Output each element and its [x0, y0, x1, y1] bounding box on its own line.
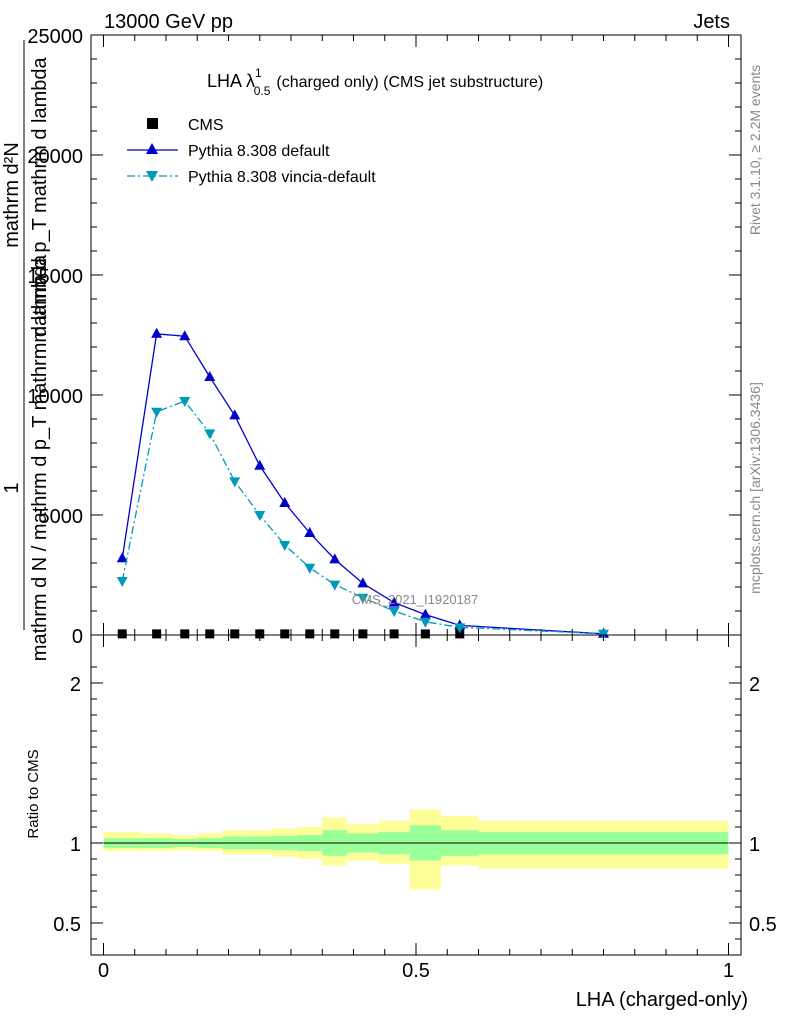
- header-process: Jets: [693, 11, 730, 33]
- data-point-cms: [358, 629, 368, 639]
- lower-axis-ticks: [91, 635, 741, 955]
- data-point-pythia-8-308-default: [279, 497, 291, 507]
- lower-y-tick-label: 2: [70, 674, 81, 696]
- upper-y-tick-label: 10000: [27, 386, 83, 408]
- header-energy: 13000 GeV pp: [104, 11, 233, 33]
- data-point-cms: [305, 629, 315, 639]
- side-note-rivet: Rivet 3.1.10, ≥ 2.2M events: [747, 65, 763, 235]
- legend-pythia-vincia-marker: [146, 171, 158, 182]
- lower-plot-frame: [90, 634, 742, 956]
- legend-pythia-default-marker: [146, 143, 158, 154]
- data-point-pythia-8-308-vincia-default: [454, 623, 466, 634]
- data-point-pythia-8-308-default: [304, 527, 316, 537]
- data-point-pythia-8-308-default: [254, 459, 266, 470]
- upper-y-tick-label: 15000: [27, 266, 83, 288]
- data-point-pythia-8-308-default: [179, 330, 191, 341]
- data-point-pythia-8-308-vincia-default: [254, 511, 266, 521]
- plot-title: LHA λ1 0.5 (charged only) (CMS jet substru…: [207, 66, 543, 98]
- lower-y-tick-label-right: 2: [749, 674, 760, 696]
- upper-y-label-frac-num: mathrm d²N: [1, 142, 23, 248]
- data-point-cms: [117, 629, 127, 639]
- upper-y-tick-label: 25000: [27, 26, 83, 48]
- data-point-cms: [330, 629, 340, 639]
- data-point-pythia-8-308-default: [204, 371, 216, 381]
- upper-y-tick-label: 5000: [39, 506, 84, 528]
- lower-y-tick-label: 1: [70, 834, 81, 856]
- data-point-cms: [280, 629, 290, 639]
- analysis-watermark: CMS_2021_I1920187: [352, 592, 479, 607]
- data-point-pythia-8-308-vincia-default: [279, 541, 291, 551]
- data-point-pythia-8-308-vincia-default: [419, 617, 431, 628]
- data-point-pythia-8-308-default: [116, 552, 128, 563]
- upper-y-axis-label: 1 mathrm d N / mathrm d p_T mathrm d lam…: [1, 56, 51, 661]
- plot-title-rest: (charged only) (CMS jet substructure): [276, 74, 543, 91]
- data-point-pythia-8-308-default: [357, 577, 369, 588]
- data-point-cms: [230, 629, 240, 639]
- lower-y-axis-label: Ratio to CMS: [25, 749, 42, 838]
- lower-x-tick-label: 0: [98, 960, 109, 982]
- legend-pythia-default-label: Pythia 8.308 default: [188, 143, 330, 160]
- plot-title-sup: 1: [255, 66, 262, 80]
- lower-y-tick-label: 0.5: [53, 914, 81, 936]
- data-point-pythia-8-308-vincia-default: [304, 563, 316, 574]
- data-point-pythia-8-308-default: [229, 409, 241, 420]
- upper-y-label-mid: mathrm d N / mathrm d p_T mathrm d lambd…: [29, 254, 51, 661]
- data-point-cms: [455, 629, 465, 639]
- data-point-cms: [152, 629, 162, 639]
- upper-y-label-top: 1: [1, 482, 23, 493]
- upper-y-tick-label: 0: [72, 626, 83, 648]
- data-point-pythia-8-308-vincia-default: [388, 607, 400, 617]
- data-point-cms: [255, 629, 265, 639]
- legend-pythia-vincia-label: Pythia 8.308 vincia-default: [188, 169, 376, 186]
- data-point-pythia-8-308-default: [151, 327, 163, 338]
- upper-y-tick-label: 20000: [27, 146, 83, 168]
- data-point-pythia-8-308-vincia-default: [179, 397, 191, 407]
- plot-title-main: LHA λ: [207, 71, 255, 91]
- legend-cms-marker: [147, 118, 158, 129]
- lower-x-tick-label: 0.5: [402, 960, 430, 982]
- legend-cms-label: CMS: [188, 117, 224, 134]
- data-point-cms: [205, 629, 215, 639]
- data-point-pythia-8-308-vincia-default: [357, 593, 369, 604]
- lower-x-tick-label: 1: [723, 960, 734, 982]
- data-point-pythia-8-308-vincia-default: [329, 580, 341, 591]
- series-line-pythia-8-308-vincia-default: [121, 400, 604, 635]
- data-point-pythia-8-308-vincia-default: [151, 407, 163, 418]
- data-point-pythia-8-308-vincia-default: [204, 429, 216, 440]
- upper-y-label-frac-den: mathrm d p_T mathrm d lambda: [29, 56, 51, 342]
- legend: CMS Pythia 8.308 default Pythia 8.308 vi…: [127, 117, 376, 186]
- data-point-pythia-8-308-default: [329, 553, 341, 564]
- side-note-mcplots: mcplots.cern.ch [arXiv:1306.3436]: [747, 382, 763, 594]
- data-point-pythia-8-308-default: [419, 608, 431, 619]
- data-point-pythia-8-308-vincia-default: [229, 477, 241, 488]
- plot-title-sub: 0.5: [254, 84, 271, 98]
- lower-y-tick-label-right: 1: [749, 834, 760, 856]
- lower-y-tick-label-right: 0.5: [749, 914, 777, 936]
- data-point-pythia-8-308-default: [388, 596, 400, 607]
- data-point-pythia-8-308-vincia-default: [116, 577, 128, 587]
- data-point-cms: [180, 629, 190, 639]
- data-point-cms: [420, 629, 430, 639]
- series-line-pythia-8-308-default: [121, 333, 604, 635]
- lower-x-axis-label: LHA (charged-only): [576, 989, 748, 1011]
- data-point-cms: [389, 629, 399, 639]
